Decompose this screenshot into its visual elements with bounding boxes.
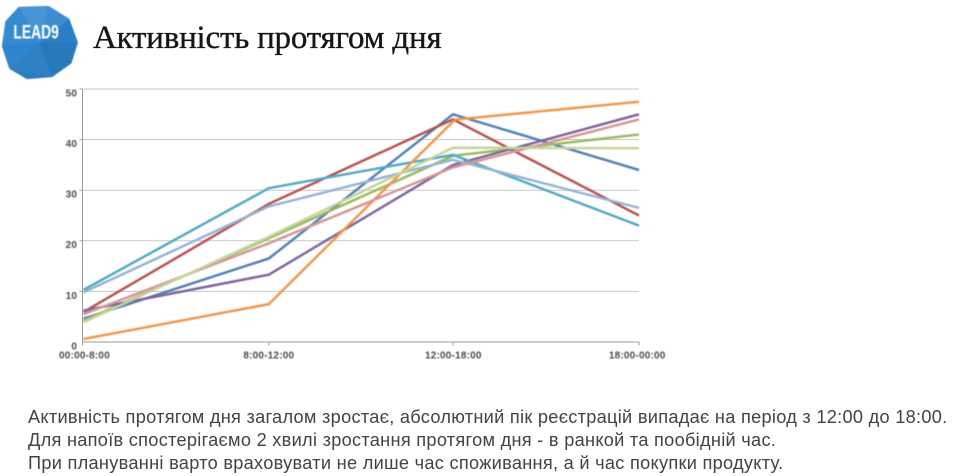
- svg-text:0: 0: [71, 341, 77, 352]
- svg-text:18:00-00:00: 18:00-00:00: [609, 350, 666, 361]
- svg-text:30: 30: [66, 190, 78, 201]
- svg-text:50: 50: [66, 88, 78, 99]
- svg-text:40: 40: [66, 139, 78, 150]
- svg-text:LEAD9: LEAD9: [13, 21, 59, 43]
- svg-text:8:00-12:00: 8:00-12:00: [243, 350, 294, 361]
- svg-text:20: 20: [66, 240, 78, 251]
- svg-text:00:00-8:00: 00:00-8:00: [59, 350, 110, 361]
- svg-text:10: 10: [66, 291, 78, 302]
- svg-text:12:00-18:00: 12:00-18:00: [425, 350, 482, 361]
